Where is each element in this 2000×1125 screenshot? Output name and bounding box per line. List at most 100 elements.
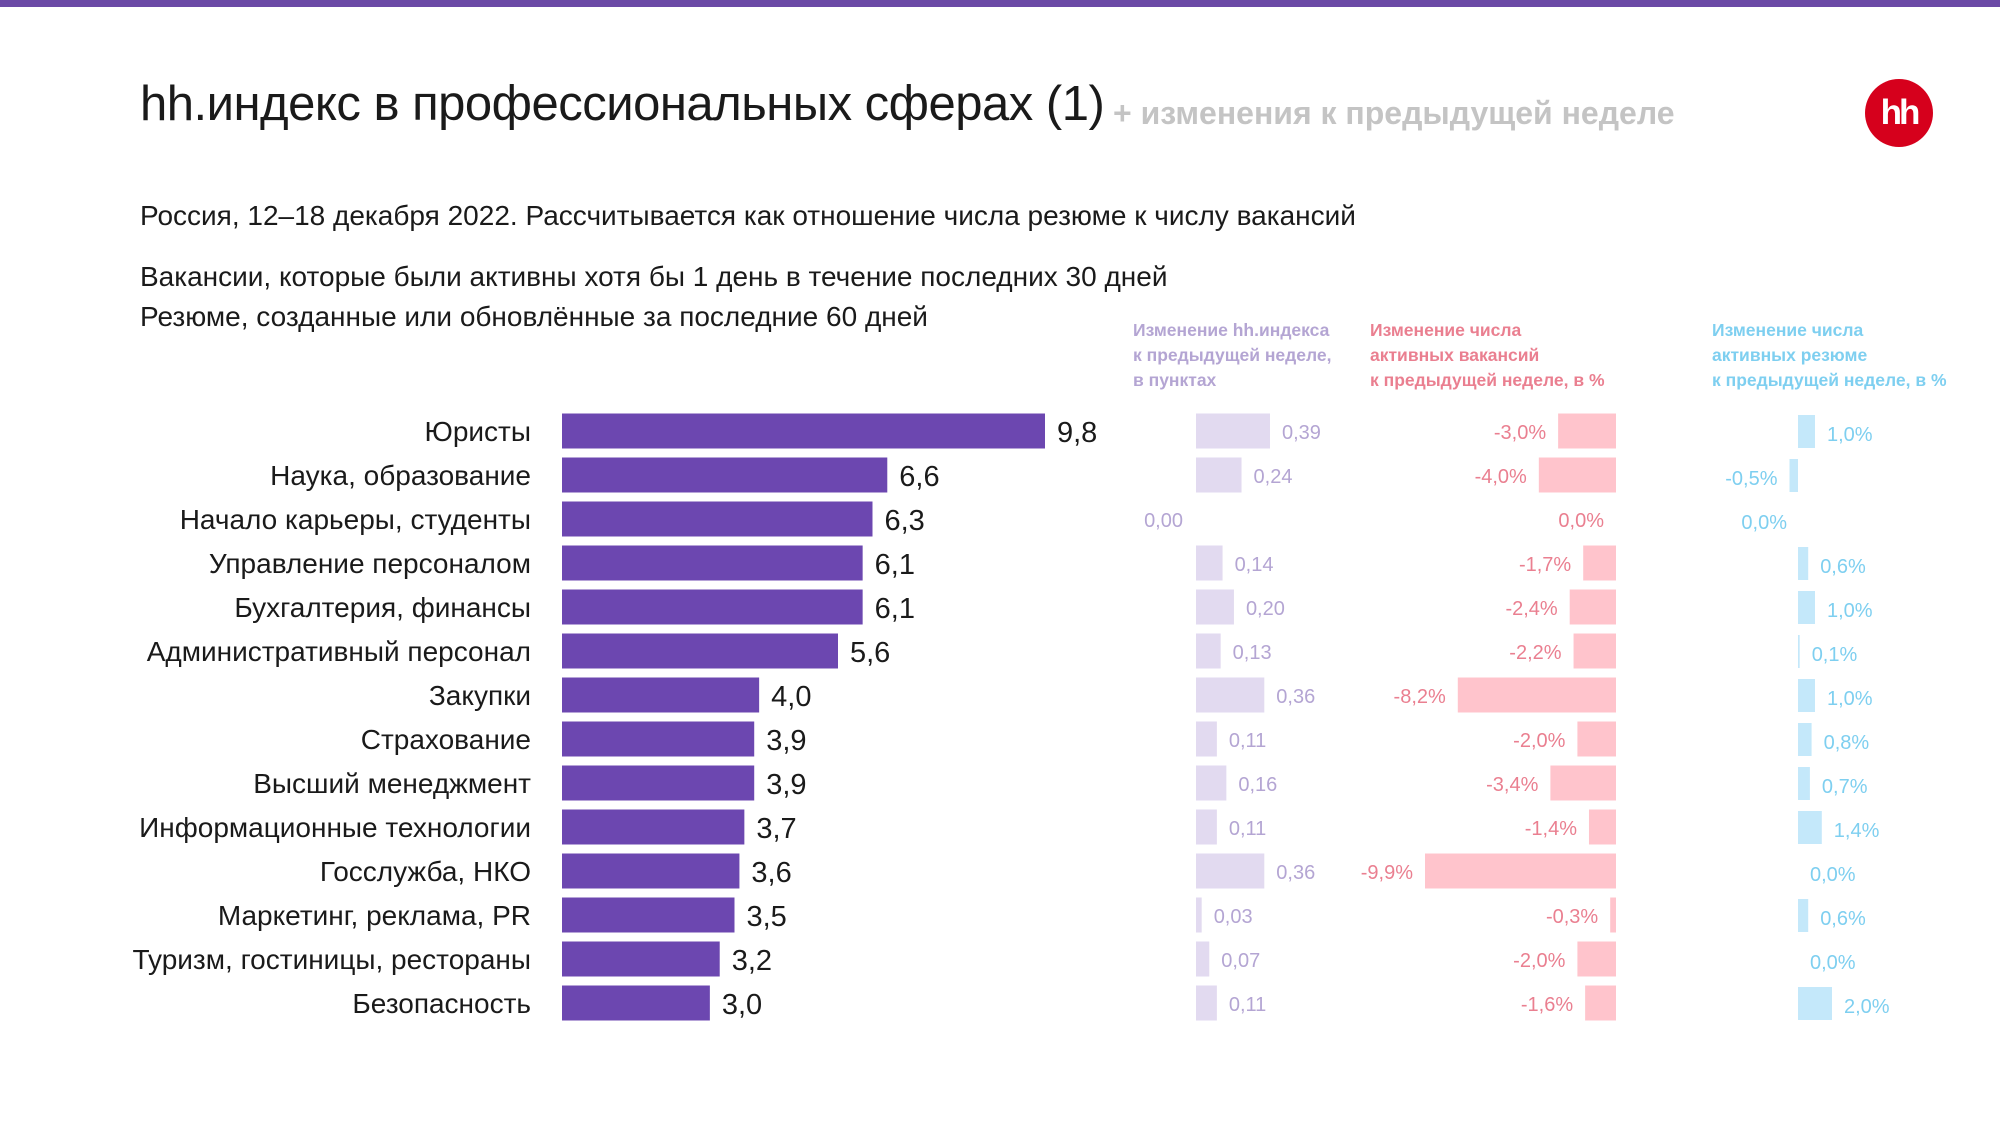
resume-change-label: 1,0% xyxy=(1827,688,1873,710)
index-change-bar xyxy=(1196,545,1223,581)
category-label: Юристы xyxy=(425,416,531,447)
vacancy-change-column-header: Изменение числа активных вакансий к пред… xyxy=(1370,318,1605,393)
vacancy-change-header-line: активных вакансий xyxy=(1370,345,1540,365)
resume-change-bar xyxy=(1789,459,1798,492)
vacancy-change-bar xyxy=(1577,721,1616,757)
vacancy-change-label: -1,6% xyxy=(1521,994,1573,1016)
resume-change-label: 0,7% xyxy=(1822,776,1868,798)
main-bar xyxy=(562,589,863,625)
index-change-label: 0,16 xyxy=(1238,774,1277,796)
main-bar xyxy=(562,457,888,493)
main-value-label: 3,9 xyxy=(766,725,806,757)
vacancy-change-label: -1,7% xyxy=(1519,554,1571,576)
index-change-bar xyxy=(1196,457,1242,493)
main-bar xyxy=(562,941,720,977)
vacancy-change-label: -0,3% xyxy=(1546,906,1598,928)
main-bar xyxy=(562,853,740,889)
vacancy-change-bar xyxy=(1585,985,1616,1021)
resume-change-label: 1,0% xyxy=(1827,424,1873,446)
index-change-label: 0,14 xyxy=(1235,554,1274,576)
vacancy-change-bar xyxy=(1558,413,1616,449)
category-label: Маркетинг, реклама, PR xyxy=(218,900,531,931)
vacancy-change-header-line: Изменение числа xyxy=(1370,320,1522,340)
main-value-label: 5,6 xyxy=(850,637,890,669)
category-label: Страхование xyxy=(361,724,531,755)
resume-change-bar xyxy=(1798,415,1815,448)
main-bar xyxy=(562,633,838,669)
main-value-label: 6,3 xyxy=(885,505,925,537)
main-bar xyxy=(562,809,745,845)
main-value-label: 3,2 xyxy=(732,945,772,977)
hh-logo: hh xyxy=(1865,79,1933,147)
category-label: Госслужба, НКО xyxy=(320,856,531,887)
category-label: Высший менеджмент xyxy=(253,768,531,799)
index-change-bar xyxy=(1196,589,1234,625)
main-value-label: 3,6 xyxy=(751,857,791,889)
index-change-label: 0,07 xyxy=(1221,950,1260,972)
vacancy-change-label: -2,4% xyxy=(1505,598,1557,620)
vacancy-change-label: -3,0% xyxy=(1494,422,1546,444)
vacancy-change-label: -4,0% xyxy=(1475,466,1527,488)
index-change-bar xyxy=(1196,985,1217,1021)
main-value-label: 9,8 xyxy=(1057,417,1097,449)
main-bar xyxy=(562,985,710,1021)
resume-change-label: 1,0% xyxy=(1827,600,1873,622)
resume-change-bar xyxy=(1798,679,1815,712)
resume-change-header-line: активных резюме xyxy=(1712,345,1868,365)
vacancy-change-bar xyxy=(1569,589,1616,625)
vacancy-change-label: -2,0% xyxy=(1513,950,1565,972)
resume-change-header-line: Изменение числа xyxy=(1712,320,1864,340)
resume-change-bar xyxy=(1798,987,1832,1020)
resume-definition: Резюме, созданные или обновлённые за пос… xyxy=(140,301,928,332)
resume-change-bar xyxy=(1798,723,1812,756)
resume-change-label: 2,0% xyxy=(1844,996,1890,1018)
resume-change-bar xyxy=(1798,635,1800,668)
index-change-label: 0,39 xyxy=(1282,422,1321,444)
main-bar xyxy=(562,897,735,933)
page-title: hh.индекс в профессиональных сферах (1) xyxy=(140,77,1105,131)
resume-change-bar xyxy=(1798,899,1809,932)
vacancy-change-bar xyxy=(1425,853,1616,889)
category-label: Информационные технологии xyxy=(139,812,531,843)
index-change-bar xyxy=(1196,941,1210,977)
index-change-label: 0,24 xyxy=(1254,466,1293,488)
main-value-label: 3,0 xyxy=(722,989,762,1021)
resume-change-label: 0,0% xyxy=(1810,864,1856,886)
resume-change-label: 0,0% xyxy=(1810,952,1856,974)
index-change-label: 0,36 xyxy=(1276,862,1315,884)
index-change-header-line: Изменение hh.индекса xyxy=(1133,320,1330,340)
vacancy-change-bar xyxy=(1538,457,1616,493)
vacancy-change-label: -1,4% xyxy=(1525,818,1577,840)
main-value-label: 3,9 xyxy=(766,769,806,801)
vacancy-change-label: -2,2% xyxy=(1509,642,1561,664)
resume-change-label: -0,5% xyxy=(1725,468,1777,490)
chart-description: Россия, 12–18 декабря 2022. Рассчитывает… xyxy=(140,200,1356,231)
resume-change-label: 0,1% xyxy=(1812,644,1858,666)
vacancy-change-bar xyxy=(1457,677,1616,713)
main-bar xyxy=(562,413,1045,449)
vacancy-change-bar xyxy=(1577,941,1616,977)
vacancy-change-label: -2,0% xyxy=(1513,730,1565,752)
vacancy-change-label: -3,4% xyxy=(1486,774,1538,796)
resume-change-label: 0,0% xyxy=(1741,512,1787,534)
vacancy-definition: Вакансии, которые были активны хотя бы 1… xyxy=(140,261,1168,292)
index-change-bar xyxy=(1196,721,1217,757)
vacancy-change-label: -8,2% xyxy=(1394,686,1446,708)
index-change-column-header: Изменение hh.индекса к предыдущей неделе… xyxy=(1133,318,1331,393)
index-change-bar xyxy=(1196,809,1217,845)
main-value-label: 3,7 xyxy=(756,813,796,845)
category-label: Начало карьеры, студенты xyxy=(180,504,531,535)
category-label: Административный персонал xyxy=(147,636,531,667)
main-bar xyxy=(562,721,755,757)
main-value-label: 4,0 xyxy=(771,681,811,713)
vacancy-change-header-line: к предыдущей неделе, в % xyxy=(1370,370,1605,390)
category-label: Управление персоналом xyxy=(209,548,531,579)
category-label: Безопасность xyxy=(352,988,531,1019)
index-change-bar xyxy=(1196,897,1202,933)
main-value-label: 6,1 xyxy=(875,593,915,625)
index-change-bar xyxy=(1196,677,1265,713)
index-change-label: 0,11 xyxy=(1229,994,1266,1016)
index-change-label: 0,00 xyxy=(1144,510,1183,532)
vacancy-change-bar xyxy=(1588,809,1616,845)
